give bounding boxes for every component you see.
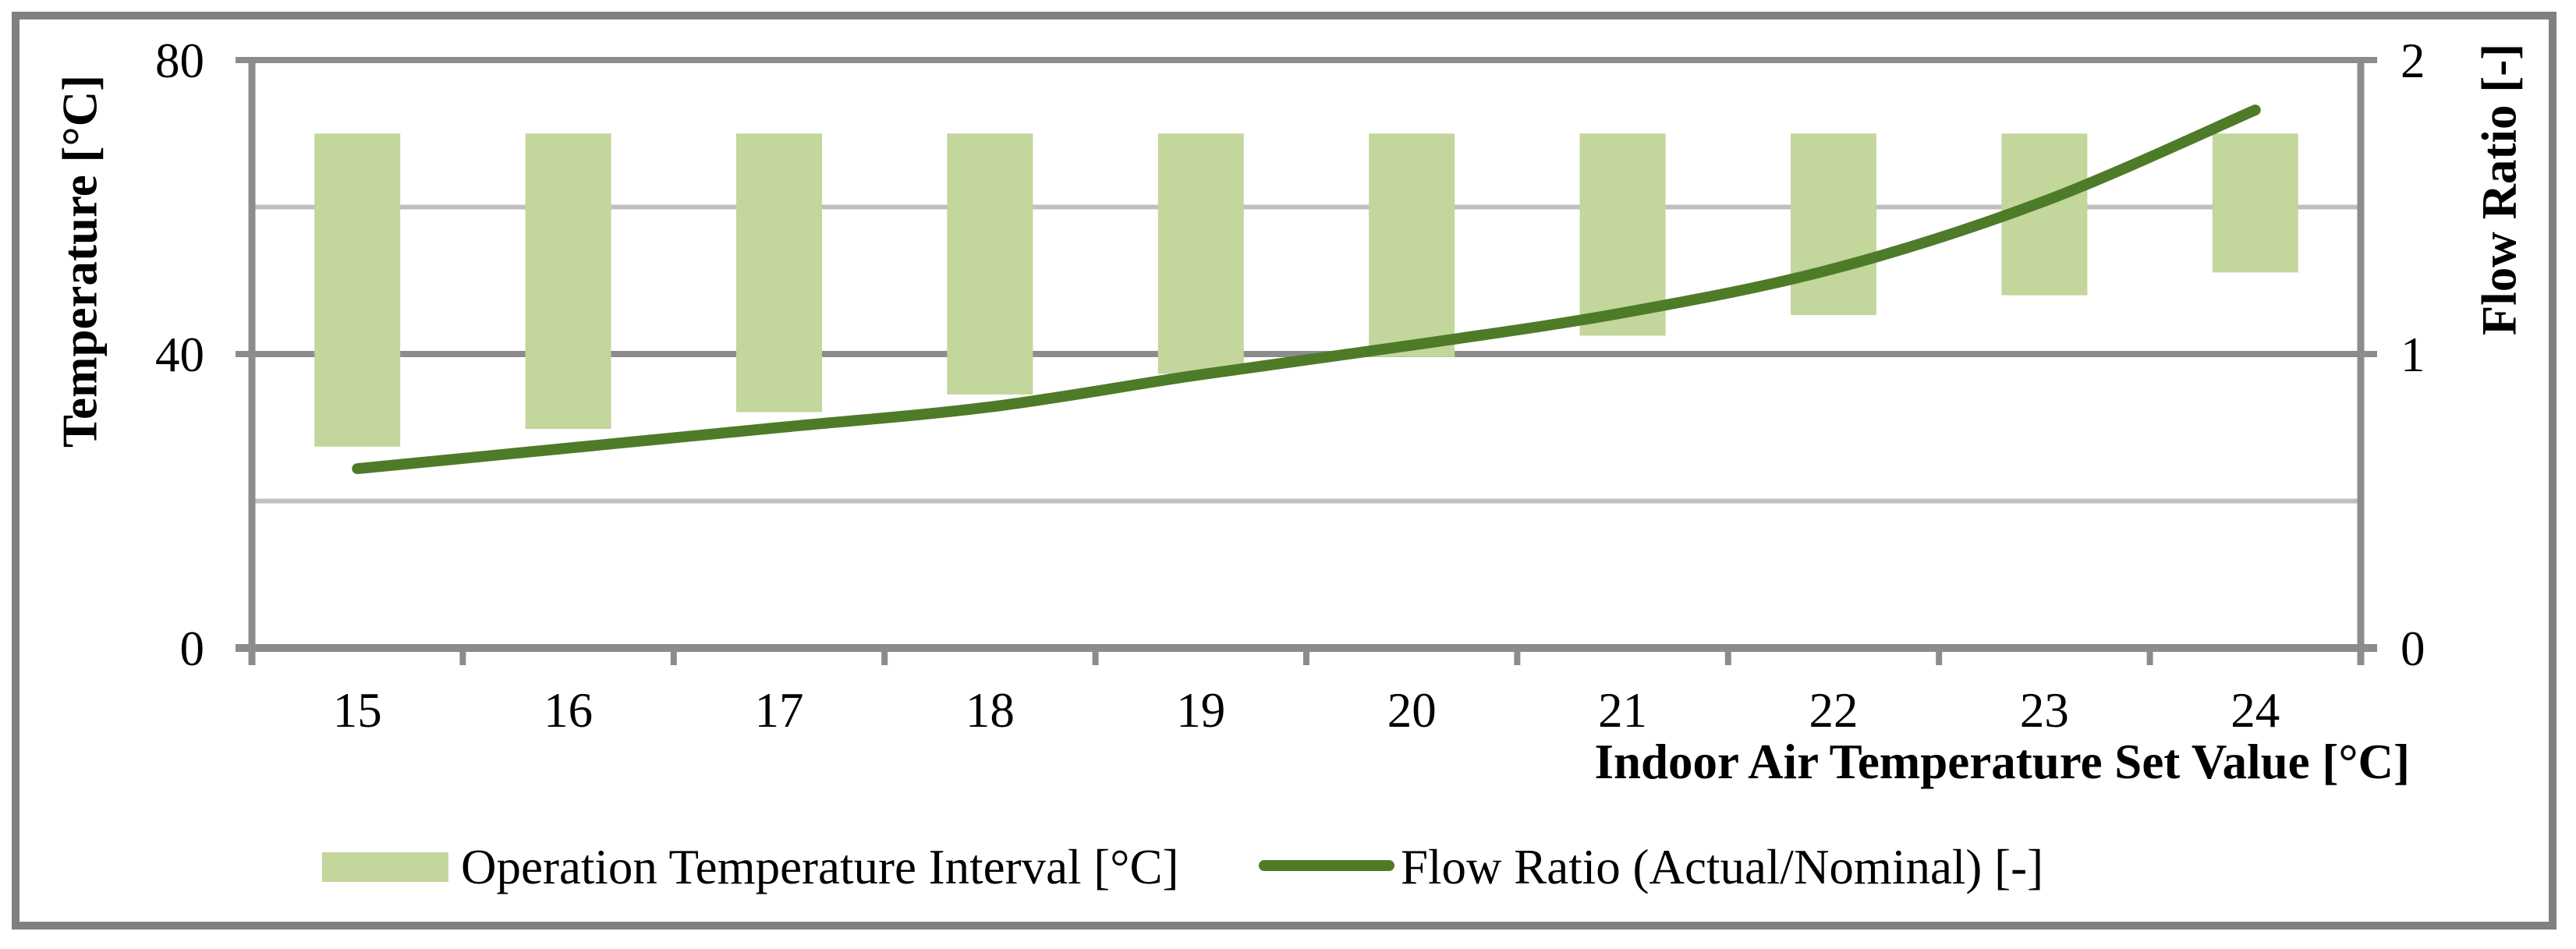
bar-16 [525, 133, 611, 430]
left-tick-label-0: 0 [180, 621, 205, 676]
bar-17 [736, 133, 822, 413]
left-tick-label-40: 40 [155, 328, 204, 382]
bar-19 [1157, 133, 1244, 374]
flow-ratio-line [352, 104, 2261, 475]
legend-line-swatch-icon [1259, 860, 1394, 871]
right-tick-label-0: 0 [2401, 621, 2425, 676]
bar-21 [1579, 133, 1666, 336]
legend-bar-swatch-icon [322, 852, 448, 882]
bar-20 [1369, 133, 1455, 357]
bar-15 [314, 133, 401, 447]
x-tick-label-19: 19 [1176, 683, 1225, 738]
x-tick-label-17: 17 [755, 683, 804, 738]
legend-bar-label: Operation Temperature Interval [°C] [461, 840, 1179, 894]
left-tick-label-80: 80 [155, 34, 204, 88]
bar-18 [947, 133, 1033, 395]
x-tick-label-20: 20 [1387, 683, 1437, 738]
x-tick-label-24: 24 [2231, 683, 2280, 738]
right-axis-title: Flow Ratio [-] [2471, 43, 2527, 336]
x-tick-label-16: 16 [544, 683, 593, 738]
x-tick-label-15: 15 [333, 683, 382, 738]
x-tick-label-21: 21 [1598, 683, 1647, 738]
x-tick-label-18: 18 [966, 683, 1015, 738]
bar-22 [1791, 133, 1876, 316]
x-axis-title: Indoor Air Temperature Set Value [°C] [1594, 735, 2410, 789]
x-tick-label-23: 23 [2020, 683, 2069, 738]
left-axis-title: Temperature [°C] [52, 74, 108, 448]
right-tick-label-1: 1 [2401, 328, 2425, 382]
right-tick-label-2: 2 [2401, 34, 2425, 88]
legend-line-label: Flow Ratio (Actual/Nominal) [-] [1401, 840, 2044, 894]
bar-24 [2212, 133, 2298, 273]
x-tick-label-22: 22 [1809, 683, 1858, 738]
